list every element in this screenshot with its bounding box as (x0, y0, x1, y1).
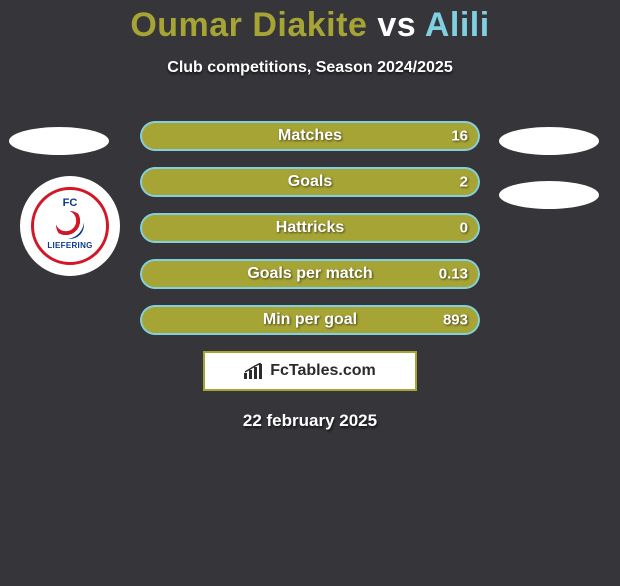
club-logo-name: LIEFERING (47, 241, 92, 250)
brand-link[interactable]: FcTables.com (203, 351, 417, 391)
player2-name: Alili (425, 6, 490, 44)
vs-label: vs (377, 6, 425, 44)
chart-icon (244, 363, 264, 379)
club-logo-inner: FC LIEFERING (31, 187, 109, 265)
player2-oval-2 (499, 181, 599, 209)
stat-row: Goals 2 (140, 167, 480, 197)
date-label: 22 february 2025 (0, 411, 620, 431)
stat-value-right: 893 (443, 312, 468, 329)
club-logo: FC LIEFERING (20, 176, 120, 276)
stat-row: Matches 16 (140, 121, 480, 151)
stat-value-right: 16 (451, 128, 468, 145)
stat-label: Goals (288, 173, 332, 191)
page-title: Oumar Diakite vs Alili (0, 6, 620, 45)
stat-label: Matches (278, 127, 342, 145)
stats-container: Matches 16 Goals 2 Hattricks 0 Goals per… (140, 121, 480, 335)
brand-text: FcTables.com (270, 362, 376, 380)
stat-label: Min per goal (263, 311, 357, 329)
stat-row: Hattricks 0 (140, 213, 480, 243)
stat-value-right: 0 (460, 220, 468, 237)
subtitle: Club competitions, Season 2024/2025 (0, 59, 620, 77)
club-logo-fc: FC (63, 197, 78, 209)
stat-value-right: 0.13 (439, 266, 468, 283)
player2-oval-1 (499, 127, 599, 155)
stat-label: Goals per match (247, 265, 372, 283)
stat-value-right: 2 (460, 174, 468, 191)
club-logo-ball-icon (56, 211, 84, 239)
stat-row: Goals per match 0.13 (140, 259, 480, 289)
stat-row: Min per goal 893 (140, 305, 480, 335)
stat-label: Hattricks (276, 219, 344, 237)
player1-name: Oumar Diakite (130, 6, 367, 44)
player1-oval (9, 127, 109, 155)
